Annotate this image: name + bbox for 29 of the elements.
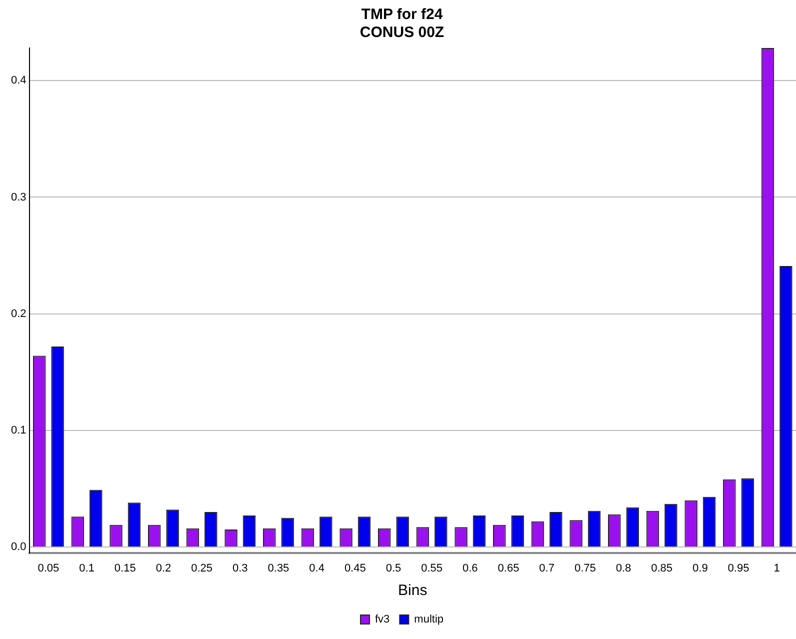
legend-label: multip	[414, 614, 444, 626]
x-tick-label: 0.85	[651, 562, 673, 574]
x-tick-label: 0.65	[498, 562, 520, 574]
x-tick-label: 0.6	[462, 562, 478, 574]
y-tick-label: 0.0	[10, 541, 26, 553]
x-tick-label: 0.35	[268, 562, 290, 574]
x-tick-label: 0.1	[79, 562, 94, 574]
x-tick-label: 0.45	[344, 562, 366, 574]
x-tick-label: 0.7	[539, 562, 554, 574]
y-tick-label: 0.1	[10, 424, 26, 436]
x-tick-label: 0.95	[728, 562, 750, 574]
x-tick-label: 0.55	[421, 562, 443, 574]
x-tick-label: 0.25	[191, 562, 213, 574]
y-tick-label: 0.3	[10, 191, 26, 204]
legend-label: fv3	[374, 614, 390, 626]
y-tick-label: 0.2	[10, 308, 26, 320]
x-tick-label: 0.2	[156, 562, 172, 574]
x-tick-label: 0.15	[114, 562, 136, 574]
y-tick-label: 0.4	[10, 74, 26, 87]
x-axis-title: Bins	[398, 582, 428, 600]
x-tick-label: 0.05	[38, 562, 60, 574]
x-tick-label: 0.4	[309, 562, 324, 574]
x-tick-label: 0.75	[574, 562, 596, 574]
x-tick-label: 1	[774, 562, 780, 574]
x-tick-label: 0.9	[692, 562, 708, 574]
x-tick-label: 0.3	[232, 562, 248, 574]
x-tick-label: 0.5	[386, 562, 402, 574]
chart-title: TMP for f24 CONUS 00Z	[360, 6, 444, 42]
x-tick-label: 0.8	[616, 562, 632, 574]
